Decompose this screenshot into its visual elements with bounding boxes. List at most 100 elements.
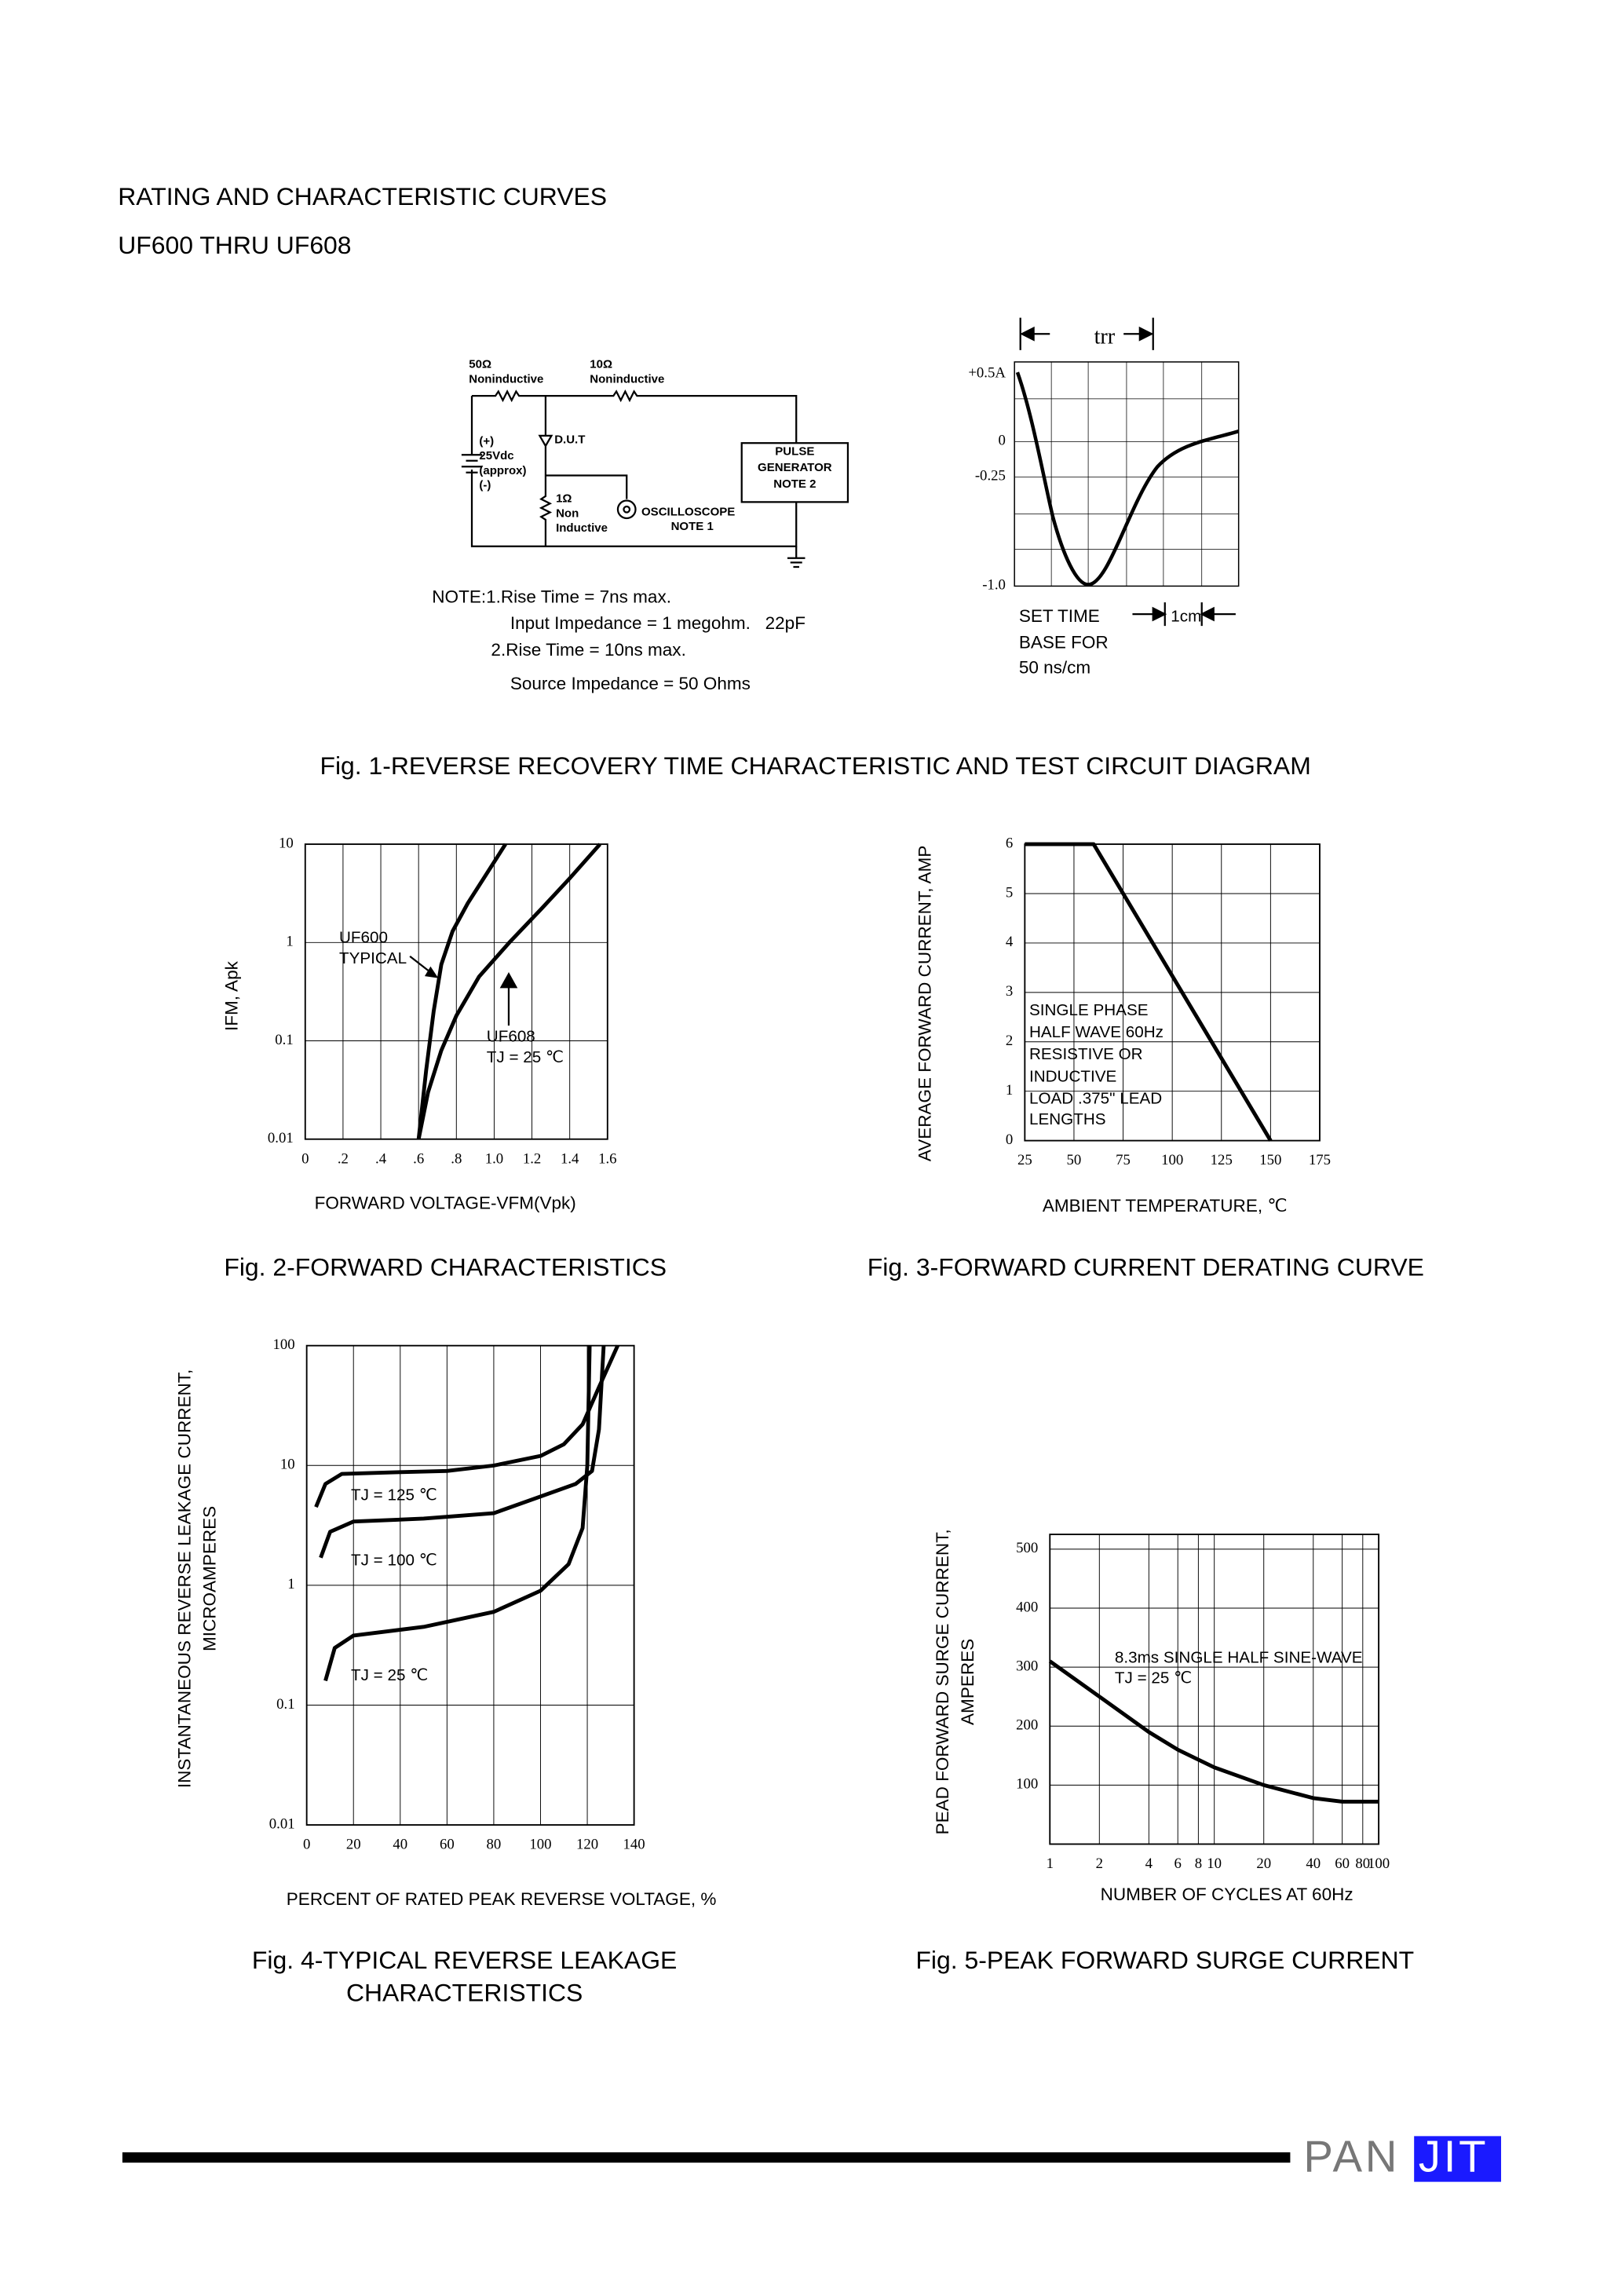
x-axis-label: NUMBER OF CYCLES AT 60Hz bbox=[1101, 1885, 1353, 1904]
ground bbox=[787, 546, 806, 569]
x-tick-label: 60 bbox=[440, 1837, 455, 1853]
x-tick-label: 40 bbox=[393, 1837, 407, 1853]
series-label: TJ = 100 ℃ bbox=[351, 1551, 437, 1569]
series-label: UF600 bbox=[339, 929, 388, 947]
x-tick-label: .8 bbox=[451, 1150, 462, 1167]
scope-symbol bbox=[623, 505, 631, 514]
x-tick-label: 80 bbox=[1355, 1855, 1370, 1872]
note: 2.Rise Time = 10ns max. bbox=[491, 640, 685, 660]
y-tick-label: 200 bbox=[1016, 1717, 1038, 1734]
y-label: -1.0 bbox=[982, 577, 1006, 594]
y-tick-label: 0.01 bbox=[269, 1815, 295, 1832]
label: OSCILLOSCOPE bbox=[641, 505, 735, 518]
series-line bbox=[323, 1345, 592, 1682]
figure-caption: Fig. 5-PEAK FORWARD SURGE CURRENT bbox=[915, 1946, 1414, 1974]
x-tick-label: 0 bbox=[301, 1150, 309, 1167]
series-label: TJ = 125 ℃ bbox=[351, 1486, 437, 1504]
label: 10Ω bbox=[590, 358, 612, 371]
generator-box bbox=[740, 442, 849, 503]
x-tick-label: 125 bbox=[1211, 1152, 1233, 1168]
annotation: TJ = 25 ℃ bbox=[1115, 1669, 1192, 1687]
label: Inductive bbox=[556, 521, 608, 535]
y-tick-label: 100 bbox=[1016, 1776, 1038, 1793]
dut-branch bbox=[538, 396, 628, 547]
figure-caption: Fig. 3-FORWARD CURRENT DERATING CURVE bbox=[868, 1252, 1424, 1281]
scale-label: 1cm bbox=[1171, 607, 1201, 625]
annotation: LENGTHS bbox=[1029, 1110, 1106, 1128]
header-title: RATING AND CHARACTERISTIC CURVES bbox=[118, 182, 607, 210]
x-tick-label: 40 bbox=[1306, 1855, 1321, 1872]
y-tick-label: 500 bbox=[1016, 1540, 1038, 1556]
series-line bbox=[1048, 1659, 1379, 1804]
logo: JIT bbox=[1419, 2131, 1489, 2181]
x-tick-label: 10 bbox=[1207, 1855, 1222, 1872]
y-axis-label: MICROAMPERES bbox=[200, 1506, 220, 1651]
x-tick-label: 140 bbox=[623, 1837, 645, 1853]
y-tick-label: 10 bbox=[280, 1457, 295, 1473]
annotation: RESISTIVE OR bbox=[1029, 1045, 1143, 1063]
annotation: TJ = 25 ℃ bbox=[487, 1048, 564, 1066]
y-axis-label: AVERAGE FORWARD CURRENT, AMP bbox=[915, 846, 934, 1161]
series-line bbox=[314, 1344, 619, 1508]
label: Non bbox=[556, 506, 579, 520]
y-tick-label: 2 bbox=[1006, 1033, 1013, 1049]
x-tick-label: 175 bbox=[1309, 1152, 1331, 1168]
y-tick-label: 5 bbox=[1006, 884, 1013, 901]
note: NOTE:1.Rise Time = 7ns max. bbox=[432, 587, 671, 606]
series-line bbox=[416, 843, 602, 1140]
x-tick-label: 100 bbox=[529, 1837, 551, 1853]
x-tick-label: 25 bbox=[1017, 1152, 1032, 1168]
x-tick-label: 8 bbox=[1195, 1855, 1202, 1872]
y-axis-label: PEAD FORWARD SURGE CURRENT, bbox=[933, 1529, 952, 1834]
x-tick-label: .2 bbox=[338, 1150, 349, 1167]
label: NOTE 2 bbox=[773, 477, 816, 491]
scale-arrows bbox=[1132, 602, 1236, 627]
label: 50Ω bbox=[469, 358, 491, 371]
annotation: HALF WAVE 60Hz bbox=[1029, 1023, 1164, 1041]
trr-label: trr bbox=[1094, 324, 1116, 349]
time-base: BASE FOR bbox=[1019, 633, 1109, 653]
x-tick-label: 75 bbox=[1116, 1152, 1131, 1168]
figure-caption: Fig. 2-FORWARD CHARACTERISTICS bbox=[224, 1252, 667, 1281]
x-tick-label: 1 bbox=[1047, 1855, 1054, 1872]
x-axis-label: AMBIENT TEMPERATURE, ℃ bbox=[1043, 1196, 1288, 1216]
y-tick-label: 300 bbox=[1016, 1658, 1038, 1674]
annotation: INDUCTIVE bbox=[1029, 1067, 1116, 1085]
x-tick-label: 20 bbox=[346, 1837, 361, 1853]
annotation: LOAD .375" LEAD bbox=[1029, 1089, 1162, 1107]
x-tick-label: 1.4 bbox=[561, 1150, 579, 1167]
series-label: UF608 bbox=[487, 1028, 535, 1046]
x-tick-label: 20 bbox=[1256, 1855, 1271, 1872]
label: (+) bbox=[479, 434, 494, 448]
y-tick-label: 3 bbox=[1006, 983, 1013, 1000]
y-tick-label: 6 bbox=[1006, 835, 1013, 851]
label: 25Vdc bbox=[479, 449, 513, 462]
x-tick-label: .4 bbox=[375, 1150, 387, 1167]
y-axis-label: INSTANTANEOUS REVERSE LEAKAGE CURRENT, bbox=[175, 1369, 195, 1788]
annotation: SINGLE PHASE bbox=[1029, 1001, 1149, 1019]
x-tick-label: 120 bbox=[576, 1837, 598, 1853]
waveform-grid bbox=[1014, 361, 1239, 587]
y-label: +0.5A bbox=[968, 364, 1006, 381]
y-tick-label: 0 bbox=[1006, 1132, 1013, 1148]
label: PULSE bbox=[775, 444, 814, 458]
pointer bbox=[409, 955, 518, 1026]
x-tick-label: 6 bbox=[1174, 1855, 1182, 1872]
series-line bbox=[319, 1345, 606, 1559]
label: 1Ω bbox=[556, 492, 572, 506]
y-tick-label: 10 bbox=[279, 835, 294, 851]
x-tick-label: 80 bbox=[487, 1837, 502, 1853]
x-tick-label: .6 bbox=[413, 1150, 424, 1167]
y-tick-label: 1 bbox=[1006, 1082, 1013, 1099]
y-tick-label: 1 bbox=[286, 934, 293, 950]
series-label: TJ = 25 ℃ bbox=[351, 1666, 428, 1684]
x-tick-label: 100 bbox=[1368, 1855, 1390, 1872]
figure-caption: Fig. 4-TYPICAL REVERSE LEAKAGE bbox=[252, 1946, 677, 1974]
y-tick-label: 400 bbox=[1016, 1599, 1038, 1615]
y-tick-label: 0.1 bbox=[276, 1696, 294, 1713]
y-axis-label: AMPERES bbox=[958, 1639, 977, 1725]
note: Source Impedance = 50 Ohms bbox=[510, 674, 751, 693]
footer-bar bbox=[122, 2152, 1291, 2163]
x-tick-label: 1.2 bbox=[523, 1150, 541, 1167]
